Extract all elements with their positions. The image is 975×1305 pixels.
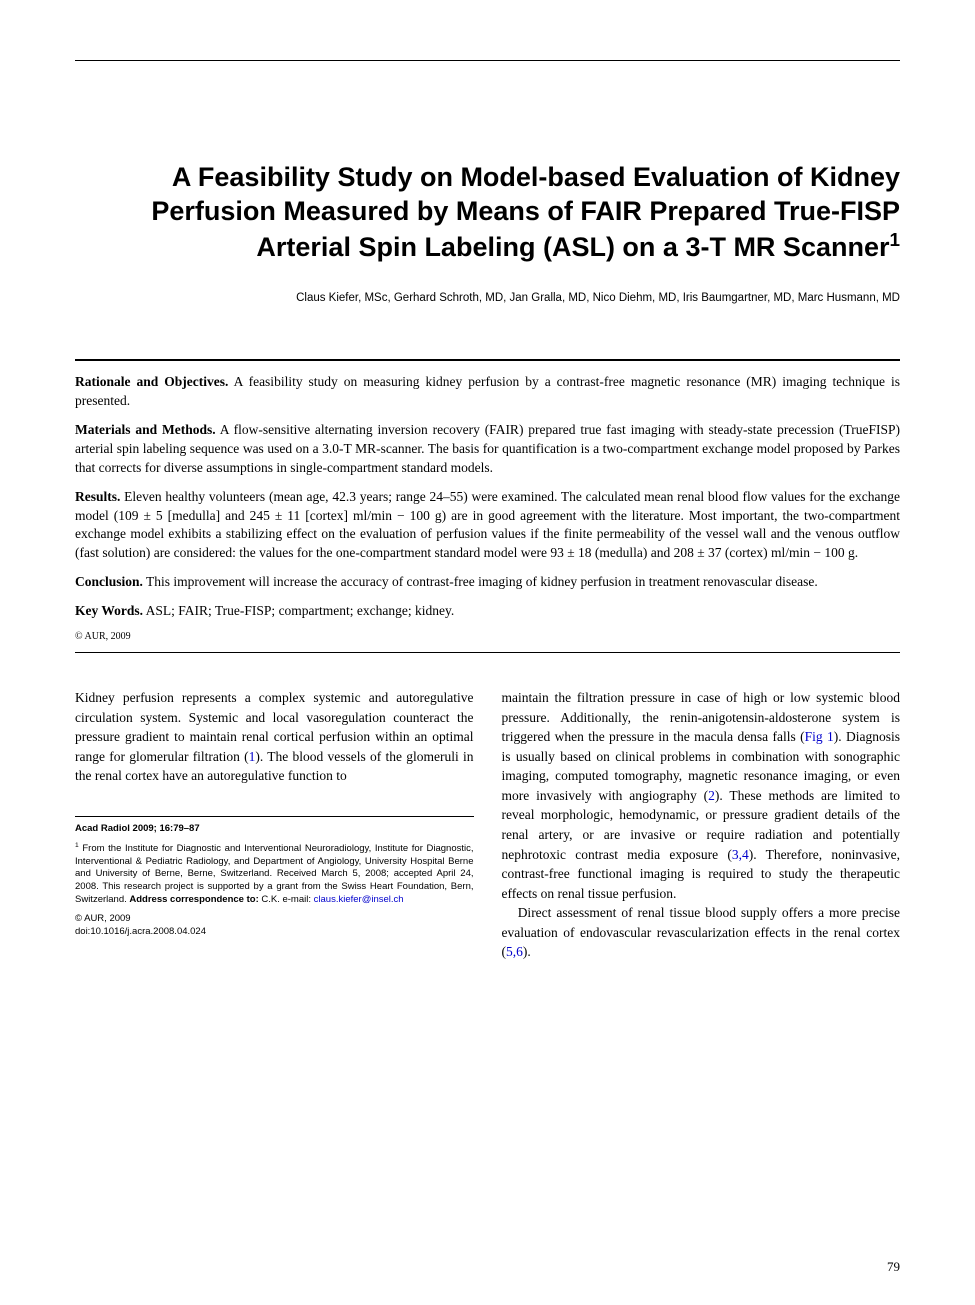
- figure-link[interactable]: Fig 1: [805, 729, 834, 744]
- affil-text-b: C.K. e-mail:: [259, 894, 314, 905]
- body-text: Direct assessment of renal tissue blood …: [502, 905, 901, 959]
- abstract-materials: Materials and Methods. A flow-sensitive …: [75, 421, 900, 478]
- email-link[interactable]: claus.kiefer@insel.ch: [314, 894, 404, 905]
- abstract-results: Results. Eleven healthy volunteers (mean…: [75, 488, 900, 564]
- conclusion-text: This improvement will increase the accur…: [143, 574, 818, 589]
- citation-link[interactable]: 5,6: [506, 944, 523, 959]
- footnote-copyright: © AUR, 2009: [75, 913, 474, 926]
- citation-link[interactable]: 2: [708, 788, 715, 803]
- rationale-label: Rationale and Objectives.: [75, 374, 228, 389]
- conclusion-label: Conclusion.: [75, 574, 143, 589]
- footnote-rule: [75, 816, 474, 817]
- abstract-bottom-rule: [75, 652, 900, 653]
- body-column-right: maintain the filtration pressure in case…: [502, 688, 901, 962]
- body-paragraph: maintain the filtration pressure in case…: [502, 688, 901, 903]
- results-label: Results.: [75, 489, 120, 504]
- correspondence-label: Address correspondence to:: [129, 894, 258, 905]
- footnote-doi: doi:10.1016/j.acra.2008.04.024: [75, 926, 474, 939]
- body-paragraph: Kidney perfusion represents a complex sy…: [75, 688, 474, 786]
- title-footnote-marker: 1: [889, 230, 900, 251]
- page-number: 79: [887, 1259, 900, 1275]
- footnote-block: Acad Radiol 2009; 16:79–87 1 From the In…: [75, 823, 474, 939]
- top-horizontal-rule: [75, 60, 900, 61]
- body-column-left: Kidney perfusion represents a complex sy…: [75, 688, 474, 962]
- abstract-keywords: Key Words. ASL; FAIR; True-FISP; compart…: [75, 602, 900, 621]
- author-list: Claus Kiefer, MSc, Gerhard Schroth, MD, …: [75, 292, 900, 304]
- keywords-text: ASL; FAIR; True-FISP; compartment; excha…: [143, 603, 454, 618]
- materials-label: Materials and Methods.: [75, 422, 216, 437]
- abstract-top-rule: [75, 359, 900, 361]
- keywords-label: Key Words.: [75, 603, 143, 618]
- article-title: A Feasibility Study on Model-based Evalu…: [75, 161, 900, 264]
- body-two-column: Kidney perfusion represents a complex sy…: [75, 688, 900, 962]
- abstract-copyright: © AUR, 2009: [75, 631, 900, 642]
- abstract-conclusion: Conclusion. This improvement will increa…: [75, 573, 900, 592]
- body-paragraph: Direct assessment of renal tissue blood …: [502, 903, 901, 962]
- footnote-copyright-doi: © AUR, 2009 doi:10.1016/j.acra.2008.04.0…: [75, 913, 474, 939]
- abstract-rationale: Rationale and Objectives. A feasibility …: [75, 373, 900, 411]
- results-text: Eleven healthy volunteers (mean age, 42.…: [75, 489, 900, 561]
- title-text: A Feasibility Study on Model-based Evalu…: [151, 162, 900, 262]
- body-text: ).: [523, 944, 531, 959]
- affiliation-footnote: 1 From the Institute for Diagnostic and …: [75, 842, 474, 907]
- citation-link[interactable]: 3,4: [732, 847, 749, 862]
- journal-citation: Acad Radiol 2009; 16:79–87: [75, 823, 474, 836]
